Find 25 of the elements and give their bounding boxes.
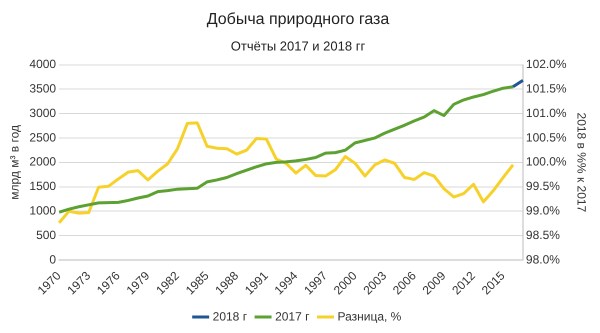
legend-label: Разница, % <box>337 309 402 324</box>
y-tick-label: 3500 <box>29 82 56 96</box>
y2-tick-label: 99.0% <box>526 203 560 218</box>
y-tick-label: 3000 <box>29 106 56 120</box>
y2-tick-label: 98.5% <box>526 228 560 242</box>
y2-axis-title: 2018 в %% к 2017 <box>574 112 588 213</box>
y-tick-label: 1000 <box>29 203 56 218</box>
legend-label: 2018 г <box>212 309 248 324</box>
y-tick-label: 4000 <box>29 57 56 72</box>
y-axis-title: млрд м³ в год <box>8 124 22 200</box>
y2-tick-label: 98.0% <box>526 252 560 266</box>
y-tick-label: 1500 <box>29 179 56 194</box>
legend-label: 2017 г <box>275 309 310 324</box>
chart-subtitle: Отчёты 2017 и 2018 гг <box>230 38 366 54</box>
y2-tick-label: 100.0% <box>526 154 567 169</box>
y2-tick-label: 100.5% <box>526 130 567 144</box>
y-tick-label: 500 <box>36 228 56 242</box>
y2-tick-label: 99.5% <box>526 179 560 194</box>
chart-title: Добыча природного газа <box>206 11 390 28</box>
y2-tick-label: 101.5% <box>526 82 567 96</box>
y-tick-label: 0 <box>49 252 56 266</box>
y-tick-label: 2000 <box>29 154 56 169</box>
y2-tick-label: 101.0% <box>526 106 567 120</box>
y-tick-label: 2500 <box>29 130 56 144</box>
y2-tick-label: 102.0% <box>526 57 567 72</box>
